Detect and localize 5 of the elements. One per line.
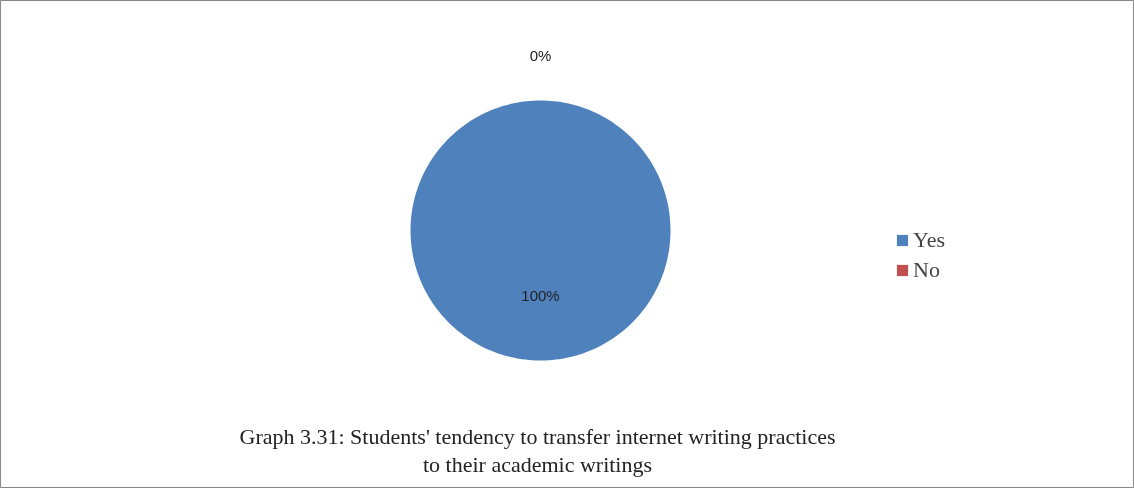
legend-label: Yes (913, 227, 946, 253)
text: Graph 3.31: Students' tendency to transfer internet writing practices to their academic writings (239, 424, 836, 477)
legend-label: No (913, 257, 940, 283)
text: 0% (529, 47, 552, 64)
data-label: 100% (521, 287, 560, 304)
